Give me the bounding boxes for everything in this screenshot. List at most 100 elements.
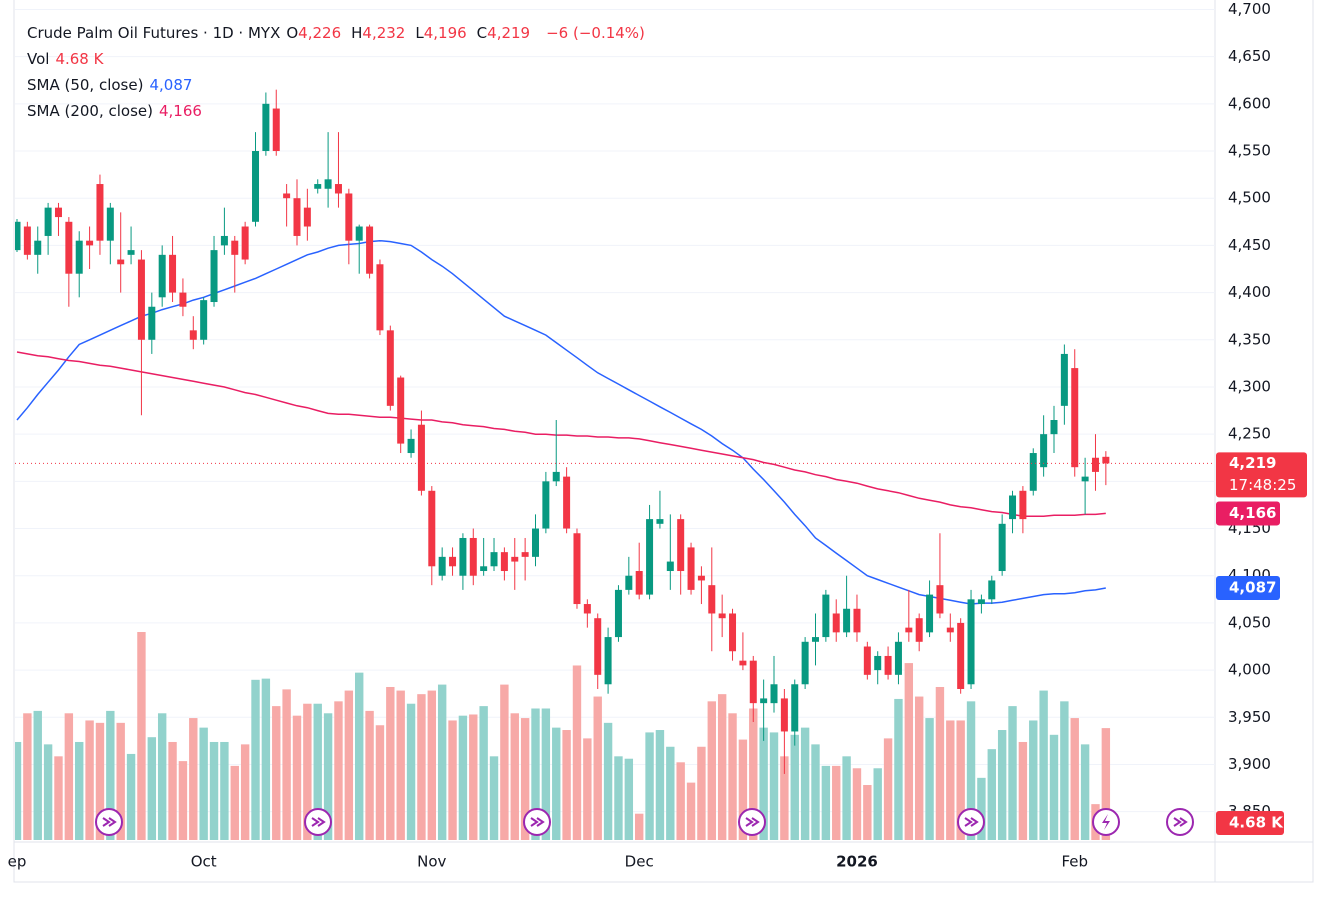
volume-bar bbox=[15, 741, 22, 840]
volume-bar bbox=[386, 686, 395, 840]
candle-body bbox=[210, 250, 218, 303]
ohlc-value: 4,232 bbox=[362, 24, 406, 42]
candle-body bbox=[801, 641, 809, 685]
volume-bar bbox=[666, 746, 675, 840]
candle-body bbox=[397, 377, 405, 444]
candle-body bbox=[376, 264, 384, 331]
sma-line bbox=[16, 351, 1106, 518]
volume-bar bbox=[334, 701, 343, 840]
countdown: 17:48:25 bbox=[1229, 476, 1296, 494]
volume-bar bbox=[75, 741, 84, 840]
candle-body bbox=[438, 556, 446, 576]
event-marker[interactable] bbox=[1166, 808, 1194, 836]
volume-bar bbox=[251, 679, 260, 840]
candle-body bbox=[179, 292, 187, 307]
volume-bar bbox=[717, 694, 727, 840]
candle-body bbox=[811, 637, 819, 642]
volume-bar bbox=[1049, 734, 1059, 840]
volume-bar bbox=[448, 720, 457, 840]
volume-bar bbox=[510, 713, 519, 840]
candle-body bbox=[449, 556, 457, 567]
y-tick-label: 4,250 bbox=[1228, 425, 1271, 443]
volume-bar bbox=[821, 765, 831, 840]
candle-body bbox=[355, 226, 363, 241]
ohlc-value: 4,196 bbox=[423, 24, 467, 42]
candle-body bbox=[241, 226, 249, 260]
candle-body bbox=[158, 254, 166, 298]
volume-bar bbox=[842, 756, 851, 840]
candle-body bbox=[231, 240, 239, 255]
candle-body bbox=[967, 599, 975, 685]
candle-body bbox=[614, 589, 622, 638]
volume-bar bbox=[406, 703, 416, 840]
y-tick-label: 3,950 bbox=[1228, 708, 1271, 726]
candle-body bbox=[998, 523, 1006, 572]
candle-body bbox=[366, 226, 374, 274]
event-marker[interactable] bbox=[95, 808, 123, 836]
y-tick-label: 4,400 bbox=[1228, 283, 1271, 301]
legend-name: Vol bbox=[27, 50, 50, 68]
volume-bar bbox=[1039, 690, 1048, 840]
ohlc: O4,226 H4,232 L4,196 C4,219 bbox=[286, 24, 540, 42]
volume-bar bbox=[635, 813, 644, 840]
volume-bar bbox=[541, 708, 551, 840]
y-tick-label: 4,300 bbox=[1228, 377, 1271, 395]
event-marker[interactable] bbox=[304, 808, 332, 836]
volume-label: 4.68 K bbox=[1229, 814, 1284, 832]
volume-bar bbox=[240, 744, 250, 840]
candle-body bbox=[666, 561, 674, 572]
ohlc-key: H bbox=[351, 24, 363, 42]
volume-bar bbox=[624, 758, 634, 840]
legend-row[interactable]: SMA (50, close) 4,087 bbox=[27, 72, 651, 98]
volume-bar bbox=[272, 706, 281, 840]
candle-body bbox=[874, 655, 882, 671]
candle-body bbox=[563, 476, 571, 529]
volume-bar bbox=[1080, 744, 1090, 840]
volume-bar bbox=[458, 715, 468, 840]
volume-bar bbox=[85, 720, 94, 840]
volume-bar bbox=[614, 756, 623, 840]
candle-body bbox=[200, 300, 208, 340]
event-marker[interactable] bbox=[1092, 808, 1120, 836]
volume-bar bbox=[873, 768, 882, 840]
volume-bar bbox=[780, 756, 789, 840]
volume-bar bbox=[1018, 741, 1028, 840]
volume-bar bbox=[261, 678, 271, 840]
volume-bar bbox=[147, 737, 157, 840]
candle-body bbox=[428, 490, 436, 567]
price-label-box bbox=[1216, 452, 1307, 498]
candle-body bbox=[314, 184, 322, 189]
volume-bar bbox=[106, 710, 115, 840]
legend-row[interactable]: SMA (200, close) 4,166 bbox=[27, 98, 651, 124]
candle-body bbox=[148, 306, 156, 340]
volume-bar bbox=[552, 727, 561, 840]
candle-body bbox=[23, 226, 31, 255]
volume-bar bbox=[800, 727, 810, 840]
legend-row: Crude Palm Oil Futures · 1D · MYX O4,226 H… bbox=[27, 20, 651, 46]
candle-body bbox=[863, 646, 871, 675]
volume-bar bbox=[479, 706, 488, 840]
candle-body bbox=[252, 151, 260, 222]
volume-bar bbox=[728, 713, 737, 840]
candle-body bbox=[169, 254, 177, 293]
volume-bar bbox=[137, 632, 146, 840]
volume-bar bbox=[790, 734, 799, 840]
candle-body bbox=[1071, 368, 1079, 468]
legend-name: SMA (50, close) bbox=[27, 76, 144, 94]
volume-bar bbox=[531, 708, 540, 840]
volume-bar bbox=[603, 722, 613, 840]
event-marker[interactable] bbox=[523, 808, 551, 836]
change: −6 (−0.14%) bbox=[546, 24, 645, 42]
volume-bar bbox=[520, 718, 530, 840]
event-marker[interactable] bbox=[957, 808, 985, 836]
event-marker[interactable] bbox=[738, 808, 766, 836]
candle-body bbox=[780, 698, 788, 732]
volume-bar bbox=[355, 672, 364, 840]
candle-body bbox=[386, 330, 394, 406]
volume-bar bbox=[904, 663, 914, 840]
candle-body bbox=[272, 108, 280, 152]
candle-body bbox=[345, 193, 353, 241]
x-tick-label: Dec bbox=[625, 853, 654, 871]
candle-body bbox=[34, 240, 42, 255]
